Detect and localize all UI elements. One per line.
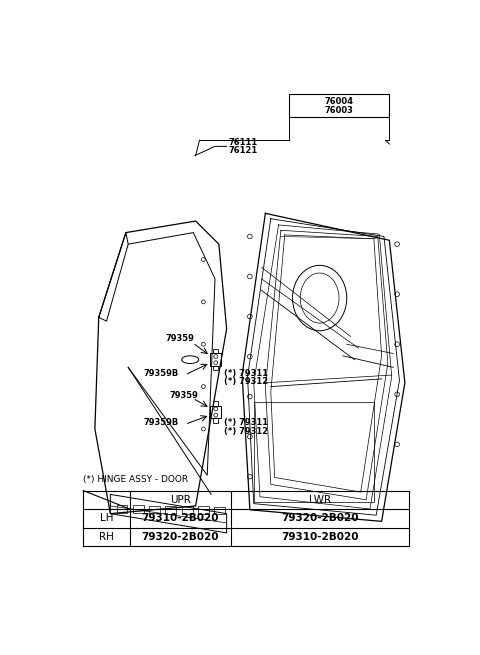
Bar (117, 505, 127, 513)
Text: (*) 79311: (*) 79311 (224, 369, 268, 378)
Text: UPR: UPR (170, 495, 191, 505)
Bar (214, 365, 218, 371)
Text: LH: LH (100, 514, 113, 523)
Bar (214, 418, 218, 422)
Text: 79359B: 79359B (144, 369, 179, 378)
Text: 79359: 79359 (169, 390, 198, 400)
Text: 79359: 79359 (166, 333, 194, 343)
Text: (*) HINGE ASSY - DOOR: (*) HINGE ASSY - DOOR (83, 476, 188, 484)
Bar (214, 506, 225, 514)
Bar (181, 506, 192, 514)
Bar (214, 402, 218, 406)
Bar (210, 354, 221, 365)
Text: 76004: 76004 (324, 97, 353, 106)
Text: LWR: LWR (309, 495, 331, 505)
Text: (*) 79312: (*) 79312 (224, 377, 268, 386)
Bar (254, 402, 374, 502)
Bar (210, 406, 221, 418)
Text: RH: RH (99, 532, 114, 542)
Text: 76121: 76121 (228, 147, 257, 155)
Bar (288, 94, 389, 117)
Bar (214, 349, 218, 354)
Bar (133, 506, 144, 513)
Text: 79359B: 79359B (144, 419, 179, 427)
Bar (149, 506, 160, 514)
Text: 76003: 76003 (324, 105, 353, 115)
Text: 79320-2B020: 79320-2B020 (142, 532, 219, 542)
Text: 79310-2B020: 79310-2B020 (142, 514, 219, 523)
Text: 79320-2B020: 79320-2B020 (281, 514, 359, 523)
Text: (*) 79312: (*) 79312 (224, 427, 268, 436)
Text: 76111: 76111 (228, 138, 257, 147)
Text: (*) 79311: (*) 79311 (224, 419, 268, 427)
Text: 79310-2B020: 79310-2B020 (281, 532, 359, 542)
Bar (166, 506, 176, 514)
Bar (198, 506, 209, 514)
